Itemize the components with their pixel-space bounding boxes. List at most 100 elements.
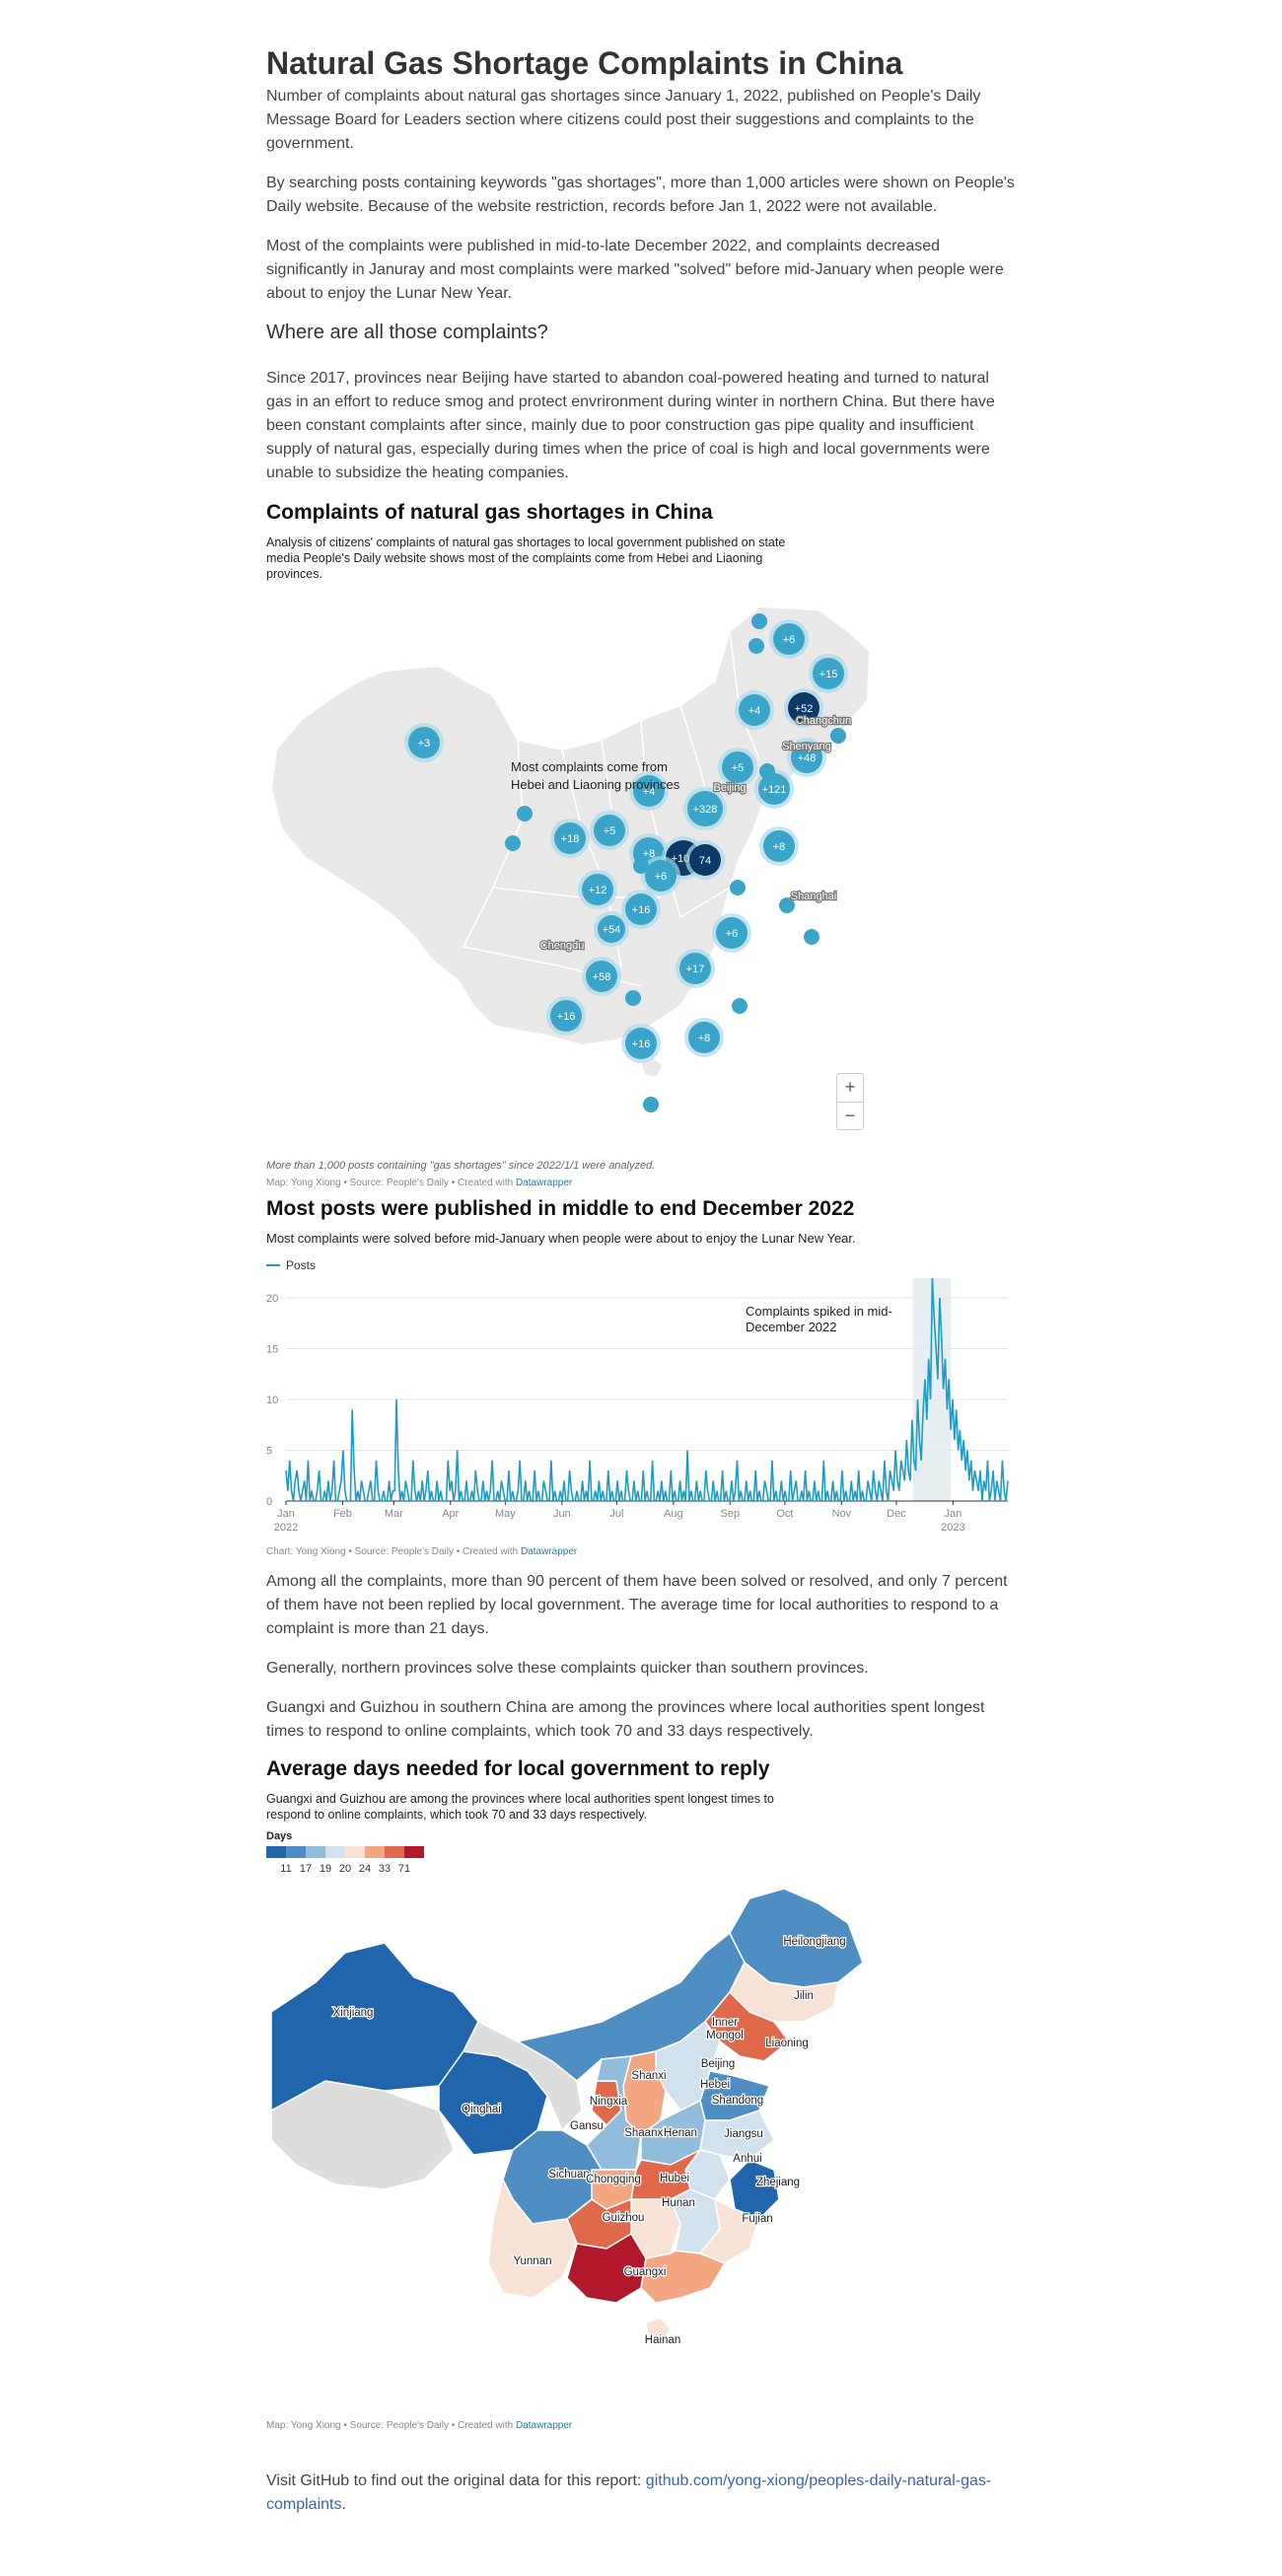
province-label: Anhui (733, 2153, 761, 2165)
province-label: Shaanxi (624, 2127, 666, 2139)
map1-note: More than 1,000 posts containing "gas sh… (266, 1160, 656, 1172)
map1-desc-line: provinces. (266, 567, 322, 581)
mid-paragraph-1: Among all the complaints, more than 90 p… (266, 1573, 1008, 1637)
github-link[interactable]: github.com/yong-xiong/peoples-daily-natu… (645, 2472, 992, 2489)
single-post-dot (517, 806, 533, 822)
cluster-bubble-core (773, 623, 805, 655)
single-post-dot (625, 990, 641, 1006)
cluster-count-label: +4 (643, 786, 656, 798)
province-label: Sichuan (548, 2169, 590, 2181)
legend-label: Posts (286, 1258, 317, 1272)
y-tick-label: 0 (266, 1496, 272, 1508)
cluster-bubble: +16 (546, 996, 586, 1036)
cluster-bubble: +6 (769, 619, 809, 659)
cluster-bubble-core (687, 791, 723, 826)
province-guangdong (640, 2250, 727, 2304)
legend-tick-label: 71 (398, 1863, 410, 1875)
province-label: Shanxi (631, 2070, 666, 2082)
cluster-bubble-core (554, 823, 586, 854)
map-zoom-control: + − (836, 1073, 864, 1130)
cluster-bubble: +15 (809, 654, 848, 693)
x-tick-label: Oct (776, 1508, 793, 1520)
province-label: Zhejiang (756, 2177, 800, 2188)
province-fujian (698, 2197, 760, 2264)
cluster-bubble: +6 (641, 856, 680, 895)
legend-color-step (404, 1846, 424, 1858)
cluster-count-label: +3 (418, 738, 431, 750)
province-label: Shandong (712, 2095, 763, 2107)
cluster-bubble-core (625, 894, 657, 925)
zoom-out-button[interactable]: − (844, 1106, 856, 1125)
chart-annotation-line: December 2022 (746, 1320, 837, 1334)
cluster-count-label: +12 (589, 885, 607, 896)
province-label: Chongqing (586, 2174, 641, 2185)
x-tick-year: 2023 (941, 1522, 964, 1534)
x-tick-label: Jan (945, 1508, 962, 1520)
page-title: Natural Gas Shortage Complaints in China (266, 45, 903, 81)
cluster-bubble: +6 (712, 913, 751, 953)
cluster-bubble: 74 (685, 840, 725, 880)
cluster-bubble: +17 (676, 949, 715, 988)
chart-subtitle: Most complaints were solved before mid-J… (266, 1231, 856, 1246)
y-tick-label: 20 (266, 1293, 278, 1305)
cluster-bubble: +52 (784, 688, 823, 728)
province-label: Hunan (662, 2197, 695, 2209)
cluster-bubble-core (689, 844, 721, 876)
province-label: Xinjiang (333, 2007, 374, 2019)
cluster-bubble: +8 (759, 826, 799, 866)
single-post-dot (804, 929, 819, 945)
intro-paragraph-3: Most of the complaints were published in… (266, 238, 1004, 302)
chart-title: Most posts were published in middle to e… (266, 1197, 855, 1220)
cluster-count-label: +16 (632, 1038, 651, 1050)
datawrapper-link[interactable]: Datawrapper (515, 1178, 573, 1188)
legend-tick-label: 17 (300, 1863, 312, 1875)
context-paragraph: Since 2017, provinces near Beijing have … (266, 370, 995, 481)
cluster-bubble: +5 (590, 811, 629, 850)
map1-annotation-line: Most complaints come from (511, 759, 668, 774)
map1-description: Analysis of citizens' complaints of natu… (266, 535, 785, 582)
reply-days-map[interactable]: Heilongjiang Jilin Liaoning Inner Mongol Beij… (266, 1884, 897, 2397)
cluster-bubble: +3 (404, 723, 444, 762)
x-tick-label: Jun (553, 1508, 571, 1520)
complaints-map[interactable]: +6 +15 +4 +52 +48 +5 +121 +3 +4 +328 +18 +5 +8 +105 74… (266, 592, 897, 1144)
cluster-bubble: +12 (578, 870, 617, 909)
province-label: Inner (712, 2017, 738, 2029)
x-tick-label: Sep (721, 1508, 741, 1520)
province-label: Hubei (660, 2173, 689, 2184)
city-label: Changchun (796, 715, 851, 727)
byline-text: Chart: Yong Xiong • Source: People's Dai… (266, 1546, 521, 1557)
posts-line-chart: 20 15 10 5 0 Jan Feb Mar Apr May Jun Jul Aug Sep Oct No… (266, 1278, 1009, 1534)
province-label: Hebei (700, 2079, 730, 2091)
single-post-dot (759, 763, 775, 779)
single-post-dot (830, 728, 846, 744)
province-label: Guangxi (624, 2266, 667, 2278)
province-tibet (270, 2080, 455, 2190)
legend-tick-label: 11 (280, 1863, 291, 1875)
x-tick-label: Nov (832, 1508, 852, 1520)
datawrapper-link[interactable]: Datawrapper (515, 2420, 573, 2431)
legend-color-step (325, 1846, 345, 1858)
mid-paragraph-2: Generally, northern provinces solve thes… (266, 1660, 869, 1677)
province-label: Mongol (706, 2030, 744, 2041)
cluster-bubble-core (788, 692, 819, 724)
cluster-count-label: +328 (693, 804, 718, 816)
cluster-bubble-core (791, 742, 822, 773)
footer-text: Visit GitHub to find out the original da… (266, 2472, 646, 2489)
province-label: Yunnan (513, 2255, 551, 2267)
intro-paragraph-1: Number of complaints about natural gas s… (266, 88, 981, 152)
zoom-in-button[interactable]: + (837, 1074, 863, 1103)
map2-description: Guangxi and Guizhou are among the provin… (266, 1791, 774, 1823)
chart-legend: Posts (266, 1258, 316, 1272)
province-label: Ningxia (590, 2096, 628, 2108)
datawrapper-link[interactable]: Datawrapper (520, 1546, 578, 1557)
cluster-count-label: +8 (698, 1033, 711, 1044)
cluster-count-label: +18 (561, 833, 580, 845)
single-post-dot (748, 638, 764, 654)
x-tick-year: 2022 (274, 1522, 298, 1534)
cluster-count-label: +16 (632, 904, 651, 916)
github-link-continued[interactable]: complaints (266, 2496, 342, 2513)
mid-paragraph-3: Guangxi and Guizhou in southern China ar… (266, 1699, 985, 1740)
cluster-bubble-core (586, 961, 617, 992)
x-tick-label: Dec (887, 1508, 906, 1520)
cluster-count-label: +8 (643, 848, 656, 860)
